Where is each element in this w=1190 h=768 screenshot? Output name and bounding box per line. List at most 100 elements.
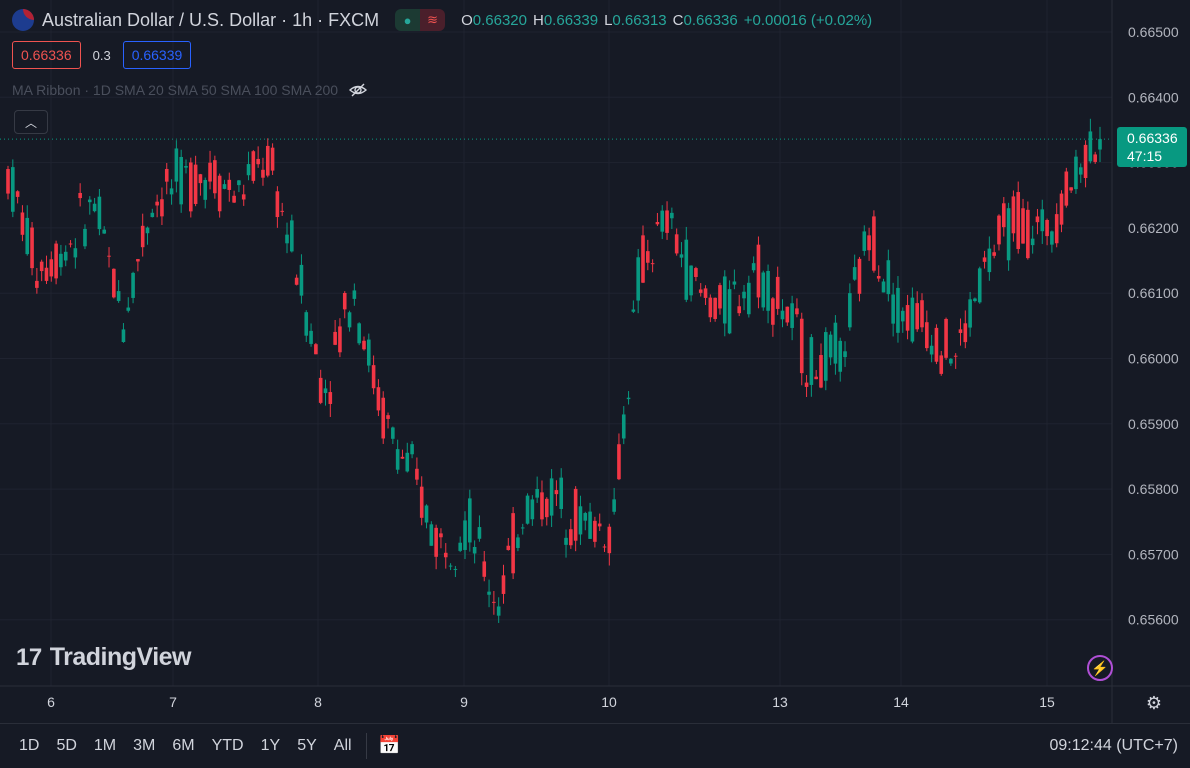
candle-body [203, 179, 208, 200]
candle-body [1006, 208, 1011, 261]
range-1d[interactable]: 1D [19, 736, 40, 754]
candle-body [270, 147, 275, 171]
range-1m[interactable]: 1M [93, 736, 117, 754]
candle-body [843, 351, 847, 358]
range-ytd[interactable]: YTD [211, 736, 244, 754]
range-1y[interactable]: 1Y [260, 736, 281, 754]
candle-body [20, 212, 25, 235]
candle-body [30, 227, 34, 269]
buy-button[interactable]: 0.66339 [122, 41, 192, 69]
collapse-legend-button[interactable]: ︿ [14, 110, 48, 134]
candle-body [314, 344, 318, 355]
candle-body [775, 276, 780, 309]
x-tick-label: 15 [1039, 694, 1055, 710]
candle-body [352, 290, 357, 299]
tradingview-logo[interactable]: 17 TradingView [16, 643, 192, 672]
candle-body [838, 340, 843, 372]
toolbar-divider [365, 732, 367, 759]
candle-body [684, 239, 689, 300]
candle-body [145, 227, 150, 234]
candle-body [15, 191, 20, 197]
candle-body [83, 228, 87, 247]
candle-body [395, 449, 400, 470]
range-all[interactable]: All [333, 736, 352, 754]
candle-body [780, 310, 785, 320]
candle-body [876, 276, 881, 279]
candle-body [819, 355, 823, 388]
chart-header: Australian Dollar / U.S. Dollar · 1h · F… [12, 8, 872, 32]
candle-body [366, 339, 371, 366]
candle-body [1093, 154, 1097, 162]
candle-body [896, 287, 900, 333]
candle-body [482, 561, 487, 577]
candle-body [222, 184, 227, 189]
y-tick-label: 0.66400 [1128, 89, 1179, 105]
gear-icon[interactable]: ⚙ [1145, 692, 1163, 713]
x-tick-label: 13 [772, 694, 788, 710]
lightning-icon[interactable]: ⚡ [1087, 655, 1113, 681]
candle-body [342, 292, 347, 310]
candle-body [617, 444, 621, 480]
range-6m[interactable]: 6M [172, 736, 195, 754]
hidden-eye-icon[interactable] [348, 80, 368, 100]
candle-body [1045, 220, 1049, 237]
range-3m[interactable]: 3M [133, 736, 156, 754]
market-status-pill[interactable]: ● ≋ [395, 9, 446, 31]
candle-body [410, 444, 414, 455]
candle-body [689, 265, 693, 296]
candle-body [131, 272, 135, 298]
candle-body [795, 308, 799, 315]
candle-body [477, 527, 482, 539]
candle-body [68, 243, 73, 245]
candle-body [953, 355, 958, 357]
candle-body [742, 291, 746, 299]
indicator-legend[interactable]: MA Ribbon · 1D SMA 20 SMA 50 SMA 100 SMA… [12, 80, 368, 100]
timezone-clock[interactable]: 09:12:44 (UTC+7) [1049, 737, 1178, 754]
y-tick-label: 0.66000 [1128, 351, 1179, 367]
candle-body [265, 145, 270, 176]
candle-body [487, 591, 491, 595]
candle-body [949, 358, 953, 364]
candle-body [391, 427, 395, 439]
candle-body [977, 268, 982, 303]
candle-body [698, 289, 703, 293]
low-key: L [604, 11, 613, 29]
last-price-value: 0.66336 [1127, 130, 1178, 146]
candle-body [511, 513, 515, 574]
x-tick-label: 6 [47, 694, 55, 710]
bottom-toolbar: 1D 5D 1M 3M 6M YTD 1Y 5Y All 📅 09:12:44 … [0, 723, 1190, 767]
date-range-calendar-icon[interactable]: 📅 [378, 735, 401, 755]
candle-body [1030, 238, 1035, 246]
sell-button[interactable]: 0.66336 [12, 41, 81, 69]
candle-body [381, 397, 386, 439]
candle-body [631, 309, 636, 312]
candle-body [285, 234, 289, 244]
candle-body [597, 523, 602, 527]
candle-body [718, 285, 722, 309]
candle-body [237, 180, 241, 186]
candle-body [573, 488, 578, 541]
candle-body [54, 243, 58, 279]
symbol-title[interactable]: Australian Dollar / U.S. Dollar · 1h · F… [42, 9, 380, 30]
candle-body [525, 495, 530, 524]
range-5d[interactable]: 5D [56, 736, 77, 754]
candle-body [1035, 216, 1040, 223]
candle-body [708, 297, 713, 318]
aud-usd-flag-icon [12, 9, 34, 31]
x-tick-label: 9 [460, 694, 468, 710]
y-tick-label: 0.65600 [1128, 612, 1179, 628]
range-5y[interactable]: 5Y [297, 736, 317, 754]
candle-body [506, 545, 511, 551]
candle-body [809, 337, 814, 385]
candle-body [785, 306, 790, 323]
candle-body [867, 235, 871, 251]
candle-body [530, 499, 535, 520]
candle-body [189, 162, 193, 212]
candle-body [520, 527, 525, 529]
candle-body [87, 199, 92, 203]
candle-body [246, 164, 251, 176]
candle-body [814, 376, 818, 380]
x-tick-label: 8 [314, 694, 322, 710]
candle-body [261, 169, 265, 178]
